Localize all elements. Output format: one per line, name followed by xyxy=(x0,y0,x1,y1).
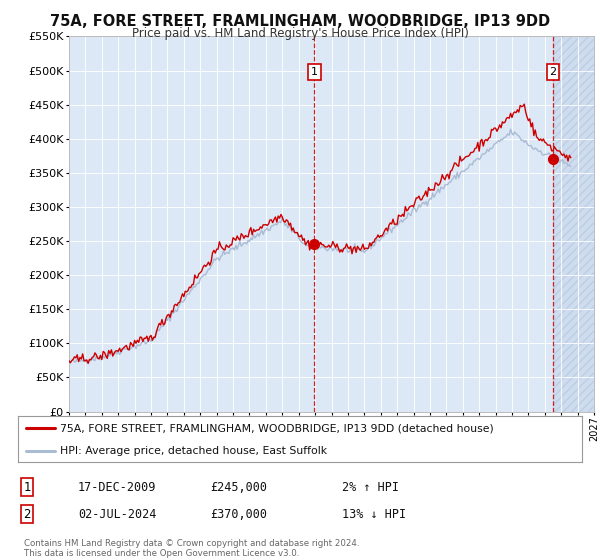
Text: 02-JUL-2024: 02-JUL-2024 xyxy=(78,507,157,521)
Text: 1: 1 xyxy=(311,67,318,77)
Text: Contains HM Land Registry data © Crown copyright and database right 2024.: Contains HM Land Registry data © Crown c… xyxy=(24,539,359,548)
Text: £245,000: £245,000 xyxy=(210,480,267,494)
Text: Price paid vs. HM Land Registry's House Price Index (HPI): Price paid vs. HM Land Registry's House … xyxy=(131,27,469,40)
Text: 75A, FORE STREET, FRAMLINGHAM, WOODBRIDGE, IP13 9DD (detached house): 75A, FORE STREET, FRAMLINGHAM, WOODBRIDG… xyxy=(60,423,494,433)
Text: 2% ↑ HPI: 2% ↑ HPI xyxy=(342,480,399,494)
Text: 13% ↓ HPI: 13% ↓ HPI xyxy=(342,507,406,521)
Text: 75A, FORE STREET, FRAMLINGHAM, WOODBRIDGE, IP13 9DD: 75A, FORE STREET, FRAMLINGHAM, WOODBRIDG… xyxy=(50,14,550,29)
Text: This data is licensed under the Open Government Licence v3.0.: This data is licensed under the Open Gov… xyxy=(24,549,299,558)
Text: HPI: Average price, detached house, East Suffolk: HPI: Average price, detached house, East… xyxy=(60,446,328,455)
Text: 1: 1 xyxy=(23,480,31,494)
Text: 2: 2 xyxy=(550,67,557,77)
Text: 2: 2 xyxy=(23,507,31,521)
Text: 17-DEC-2009: 17-DEC-2009 xyxy=(78,480,157,494)
Bar xyxy=(553,36,594,412)
Text: £370,000: £370,000 xyxy=(210,507,267,521)
